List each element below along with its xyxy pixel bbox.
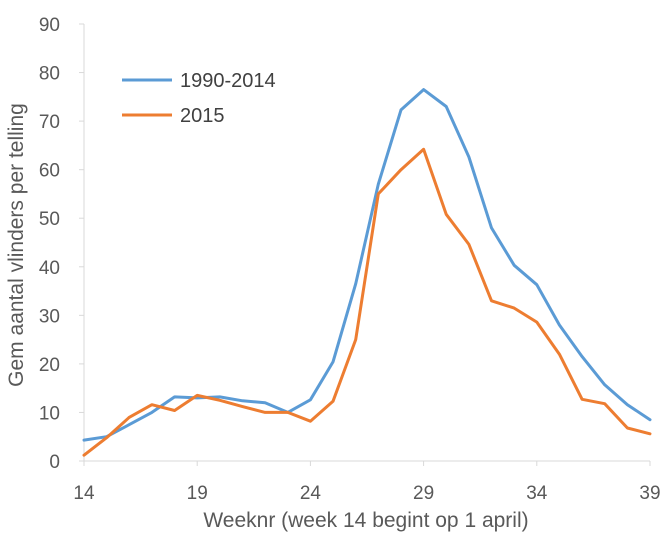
y-tick-label: 40 bbox=[39, 258, 60, 279]
y-tick-label: 30 bbox=[39, 306, 60, 327]
legend-label: 2015 bbox=[180, 105, 225, 127]
y-tick-label: 70 bbox=[39, 112, 60, 133]
y-tick-label: 0 bbox=[49, 452, 60, 473]
x-tick-label: 34 bbox=[526, 483, 548, 504]
x-axis-title: Weeknr (week 14 begint op 1 april) bbox=[203, 509, 528, 532]
x-tick-label: 19 bbox=[187, 483, 208, 504]
y-axis-title: Gem aantal vlinders per telling bbox=[5, 103, 28, 387]
series-line-2015 bbox=[82, 147, 652, 457]
x-tick-label: 14 bbox=[73, 483, 95, 504]
y-tick-label: 50 bbox=[39, 209, 60, 230]
y-tick-label: 90 bbox=[39, 15, 60, 36]
x-tick-label: 39 bbox=[639, 483, 660, 504]
y-tick-label: 60 bbox=[39, 161, 60, 182]
x-tick-label: 29 bbox=[413, 483, 434, 504]
y-tick-label: 10 bbox=[39, 403, 60, 424]
legend-label: 1990-2014 bbox=[180, 70, 276, 92]
x-tick-label: 24 bbox=[300, 483, 322, 504]
series-line-1990-2014 bbox=[82, 88, 652, 442]
y-tick-label: 80 bbox=[39, 64, 60, 85]
y-tick-label: 20 bbox=[39, 355, 60, 376]
